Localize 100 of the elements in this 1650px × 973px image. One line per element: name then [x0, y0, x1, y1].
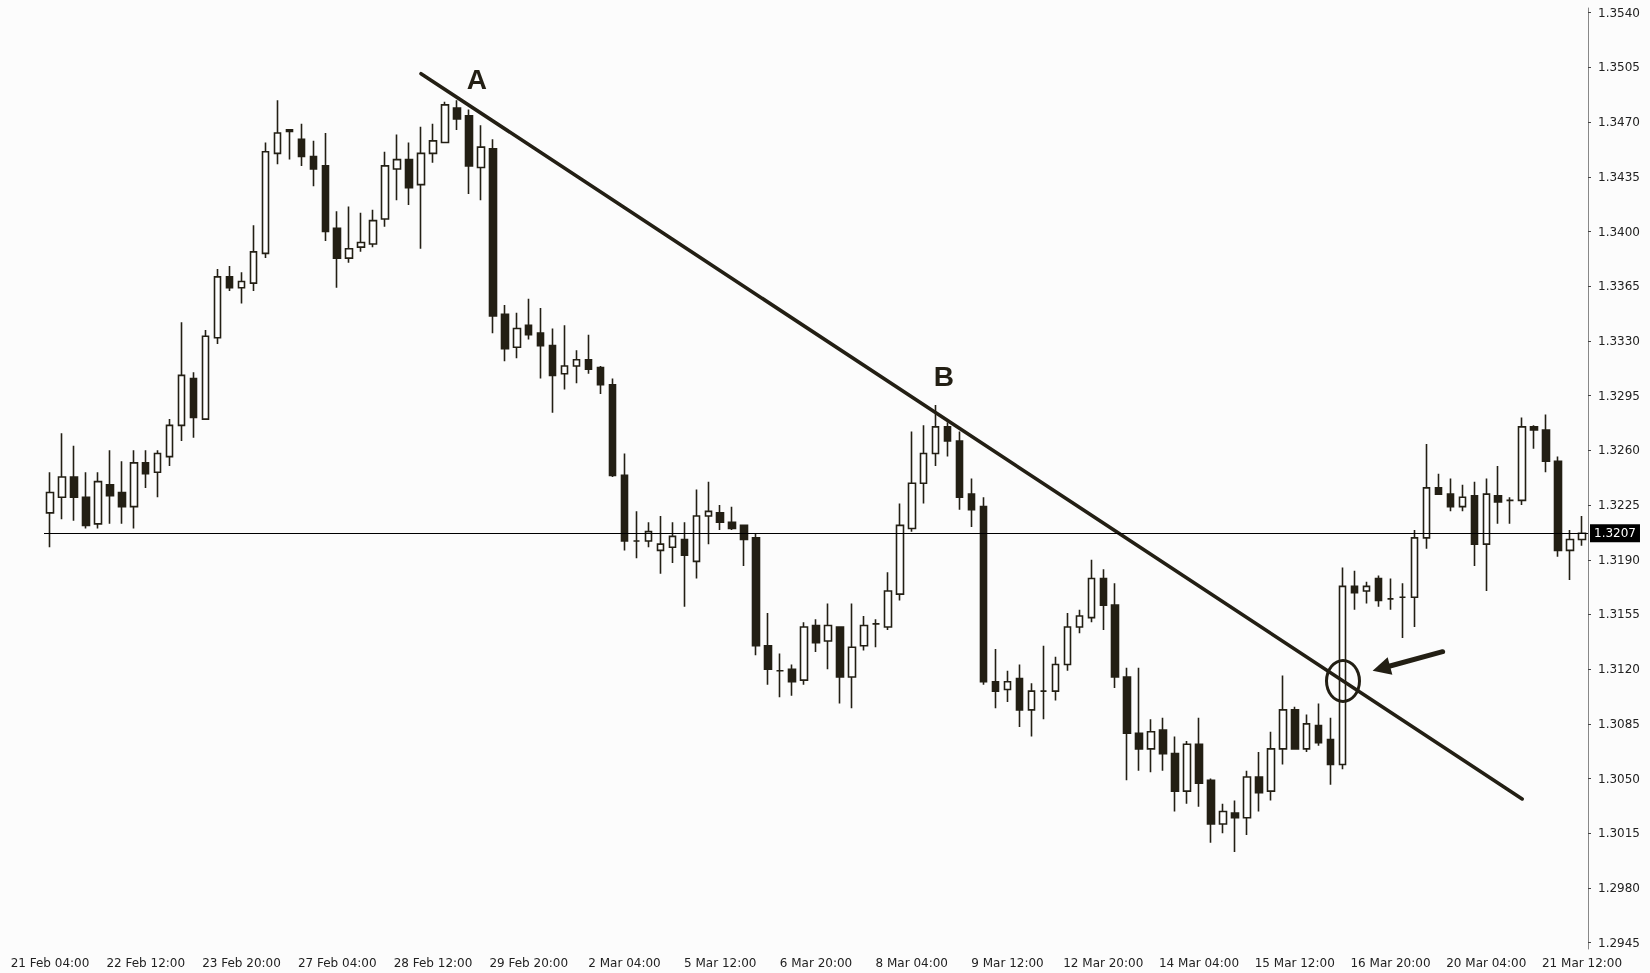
candlestick	[548, 327, 557, 414]
candlestick	[1063, 612, 1072, 672]
candlestick	[488, 138, 498, 334]
candlestick	[1362, 580, 1371, 605]
candlestick	[572, 349, 581, 384]
candlestick	[1194, 716, 1204, 808]
y-tick-label: 1.3155	[1598, 607, 1640, 622]
y-tick-label: 1.2980	[1598, 881, 1640, 896]
y-tick-label: 1.3085	[1598, 716, 1640, 731]
candlestick	[1266, 730, 1276, 802]
candlestick	[1326, 716, 1335, 786]
x-tick-label: 6 Mar 20:00	[779, 956, 853, 970]
candlestick	[321, 132, 330, 242]
x-tick-label: 22 Feb 12:00	[106, 956, 186, 970]
y-tick-label: 1.3435	[1598, 169, 1640, 184]
candlestick	[1386, 577, 1395, 611]
y-tick-label: 1.3295	[1598, 388, 1640, 403]
candlestick	[153, 449, 162, 499]
annotation: B	[933, 360, 954, 392]
candlestick	[1206, 777, 1216, 844]
y-tick-label: 1.3260	[1598, 443, 1640, 458]
y-tick-label: 1.3120	[1598, 662, 1640, 677]
candlestick	[332, 210, 342, 289]
candlestick	[428, 122, 438, 164]
candlestick	[297, 122, 306, 167]
candlestick	[1290, 705, 1300, 750]
candlestick	[1541, 413, 1551, 474]
candlestick	[344, 205, 354, 264]
candlestick	[1422, 443, 1431, 550]
x-tick-label: 8 Mar 04:00	[875, 956, 948, 970]
y-tick-label: 1.3470	[1598, 115, 1640, 130]
candlestick	[117, 460, 127, 525]
candlestick	[81, 471, 91, 530]
candlestick	[1146, 718, 1156, 774]
candlestick	[1158, 716, 1168, 772]
candlestick	[1529, 424, 1539, 450]
candlestick	[620, 452, 629, 552]
candlestick	[1134, 666, 1144, 772]
candlestick	[177, 321, 186, 442]
candlestick	[692, 488, 701, 580]
y-tick-label: 1.3050	[1598, 771, 1640, 786]
y-tick-label: 1.2945	[1598, 935, 1640, 950]
candlestick	[189, 371, 198, 439]
candlestick	[835, 626, 845, 705]
x-tick-label: 29 Feb 20:00	[489, 956, 569, 970]
candlestick	[273, 99, 282, 166]
candlestick	[261, 141, 270, 259]
y-tick-label: 1.3225	[1598, 498, 1640, 513]
candlestick	[1505, 496, 1515, 525]
candlestick	[656, 515, 665, 575]
candlestick	[1254, 751, 1264, 813]
candlestick	[560, 324, 569, 391]
candlestick	[871, 618, 881, 649]
candlestick	[1446, 477, 1455, 513]
candlestick	[1398, 582, 1407, 639]
candlestick	[1482, 477, 1491, 592]
candlestick	[129, 449, 139, 530]
candlestick	[1051, 655, 1060, 702]
candlestick	[1553, 455, 1563, 558]
x-tick-label: 21 Feb 04:00	[10, 956, 90, 970]
y-tick-label: 1.3365	[1598, 279, 1640, 294]
candlestick	[859, 615, 869, 652]
candlestick	[727, 505, 737, 531]
candlestick	[1170, 735, 1180, 813]
candlestick	[201, 329, 210, 420]
candlestick	[632, 510, 641, 560]
x-tick-label: 12 Mar 20:00	[1063, 956, 1144, 970]
candlestick	[680, 521, 689, 608]
candlestick	[368, 208, 378, 248]
candlestick	[1493, 465, 1503, 525]
x-tick-label: 15 Mar 12:00	[1254, 956, 1335, 970]
candlestick	[1278, 674, 1288, 766]
x-tick-label: 2 Mar 04:00	[588, 956, 661, 970]
candlestick	[57, 432, 67, 520]
candlestick	[847, 602, 857, 710]
candlestick	[1039, 644, 1048, 721]
candlestick	[763, 612, 773, 686]
x-tick-label: 9 Mar 12:00	[971, 956, 1044, 970]
candlestick	[536, 307, 545, 380]
candlestick	[249, 224, 258, 292]
candlestick	[524, 297, 533, 341]
candlestick	[165, 418, 174, 467]
candlestick	[608, 377, 617, 478]
candlestick	[452, 99, 462, 131]
candlestick	[799, 621, 809, 686]
candlestick	[1015, 663, 1024, 728]
candlestick	[811, 618, 821, 653]
candlestick	[787, 663, 797, 697]
candlestick	[883, 571, 893, 631]
candlestick	[943, 421, 952, 458]
candlestick	[1350, 569, 1359, 611]
candlestick	[45, 471, 55, 549]
candlestick	[596, 365, 605, 395]
candlestick	[739, 524, 749, 567]
x-tick-label: 27 Feb 04:00	[297, 956, 377, 970]
candlestick	[979, 496, 988, 686]
candlestick	[1314, 702, 1323, 747]
candlestick	[512, 312, 522, 359]
candlestick	[1374, 574, 1383, 608]
candlestick	[1003, 669, 1012, 703]
